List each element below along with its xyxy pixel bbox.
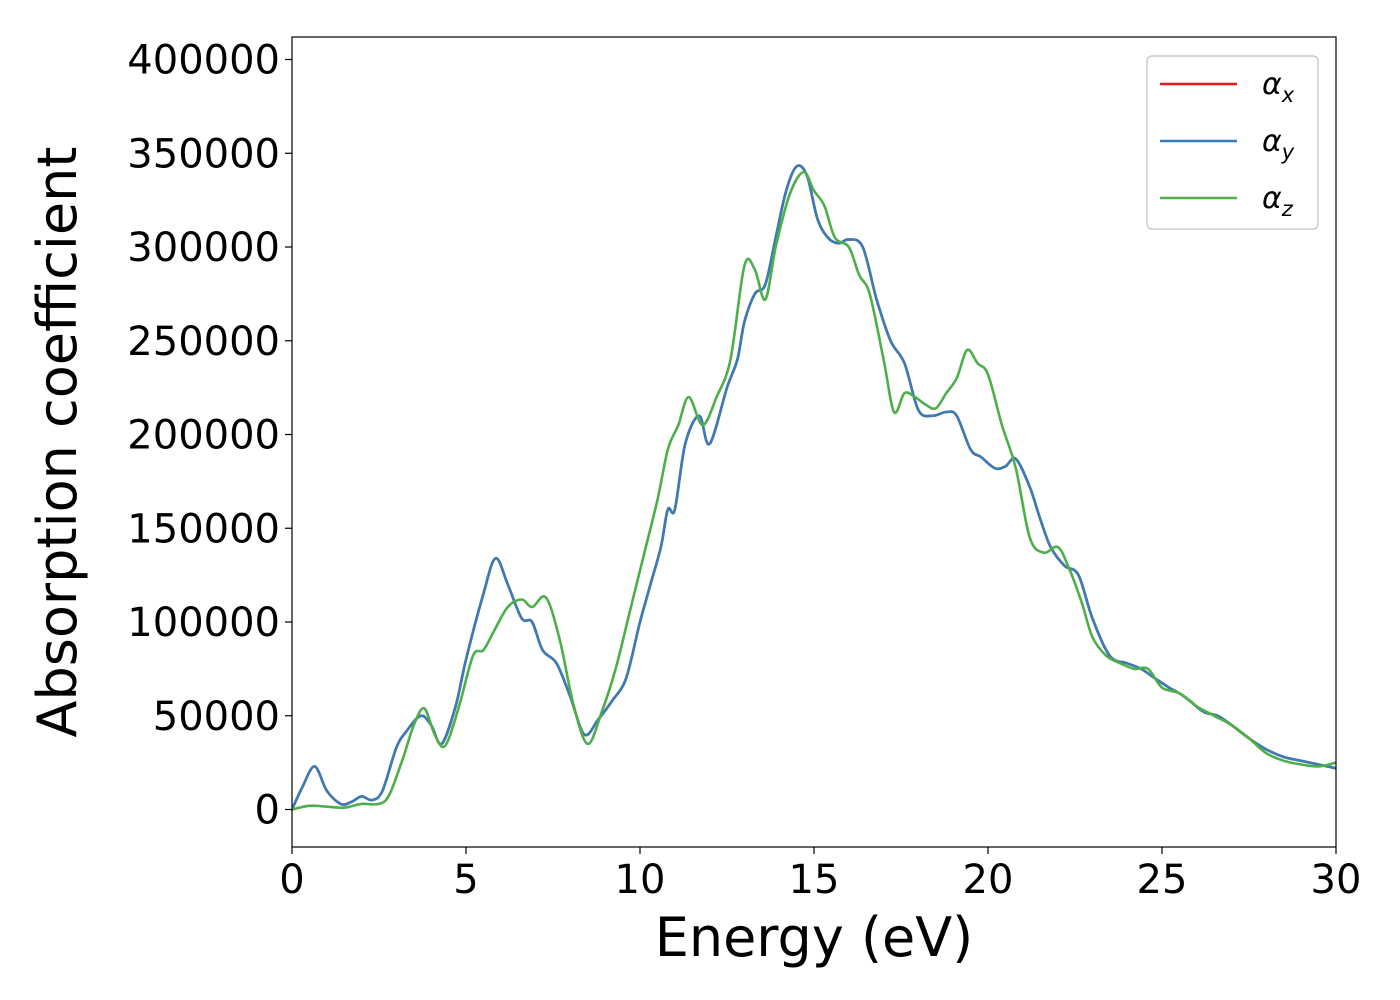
legend-symbol: α bbox=[1262, 124, 1282, 159]
series-layer bbox=[292, 164, 1336, 811]
legend-entry-z: αz bbox=[1262, 181, 1294, 221]
series-line-y bbox=[292, 164, 1336, 811]
legend-entry-y: αy bbox=[1262, 124, 1295, 164]
series-line-z bbox=[292, 170, 1336, 811]
x-tick-label: 30 bbox=[1311, 857, 1362, 903]
y-tick-label: 0 bbox=[255, 788, 280, 834]
y-tick-label: 300000 bbox=[127, 225, 280, 271]
legend-subscript: y bbox=[1281, 140, 1295, 164]
x-tick-label: 25 bbox=[1137, 857, 1188, 903]
y-tick-label: 350000 bbox=[127, 131, 280, 177]
y-axis-ticks: 0 50000 100000 150000 200000 250000 300000 3500… bbox=[127, 38, 292, 834]
x-axis-label: Energy (eV) bbox=[655, 906, 974, 969]
y-axis-label: Absorption coefficient bbox=[26, 147, 89, 738]
legend-box bbox=[1146, 55, 1319, 230]
legend-symbol: α bbox=[1262, 181, 1282, 216]
legend-entry-x: αx bbox=[1262, 67, 1295, 107]
y-tick-label: 100000 bbox=[127, 600, 280, 646]
legend-symbol: α bbox=[1262, 67, 1282, 102]
x-tick-label: 0 bbox=[279, 857, 304, 903]
x-tick-label: 10 bbox=[615, 857, 666, 903]
x-axis-ticks: 0 5 10 15 20 25 30 bbox=[279, 847, 1361, 903]
y-tick-label: 250000 bbox=[127, 319, 280, 365]
x-tick-label: 5 bbox=[453, 857, 478, 903]
y-tick-label: 200000 bbox=[127, 413, 280, 459]
legend-subscript: x bbox=[1281, 83, 1295, 107]
y-tick-label: 400000 bbox=[127, 38, 280, 84]
y-tick-label: 50000 bbox=[153, 694, 280, 740]
x-tick-label: 20 bbox=[963, 857, 1014, 903]
x-tick-label: 15 bbox=[789, 857, 840, 903]
legend-subscript: z bbox=[1281, 197, 1294, 221]
y-tick-label: 150000 bbox=[127, 506, 280, 552]
